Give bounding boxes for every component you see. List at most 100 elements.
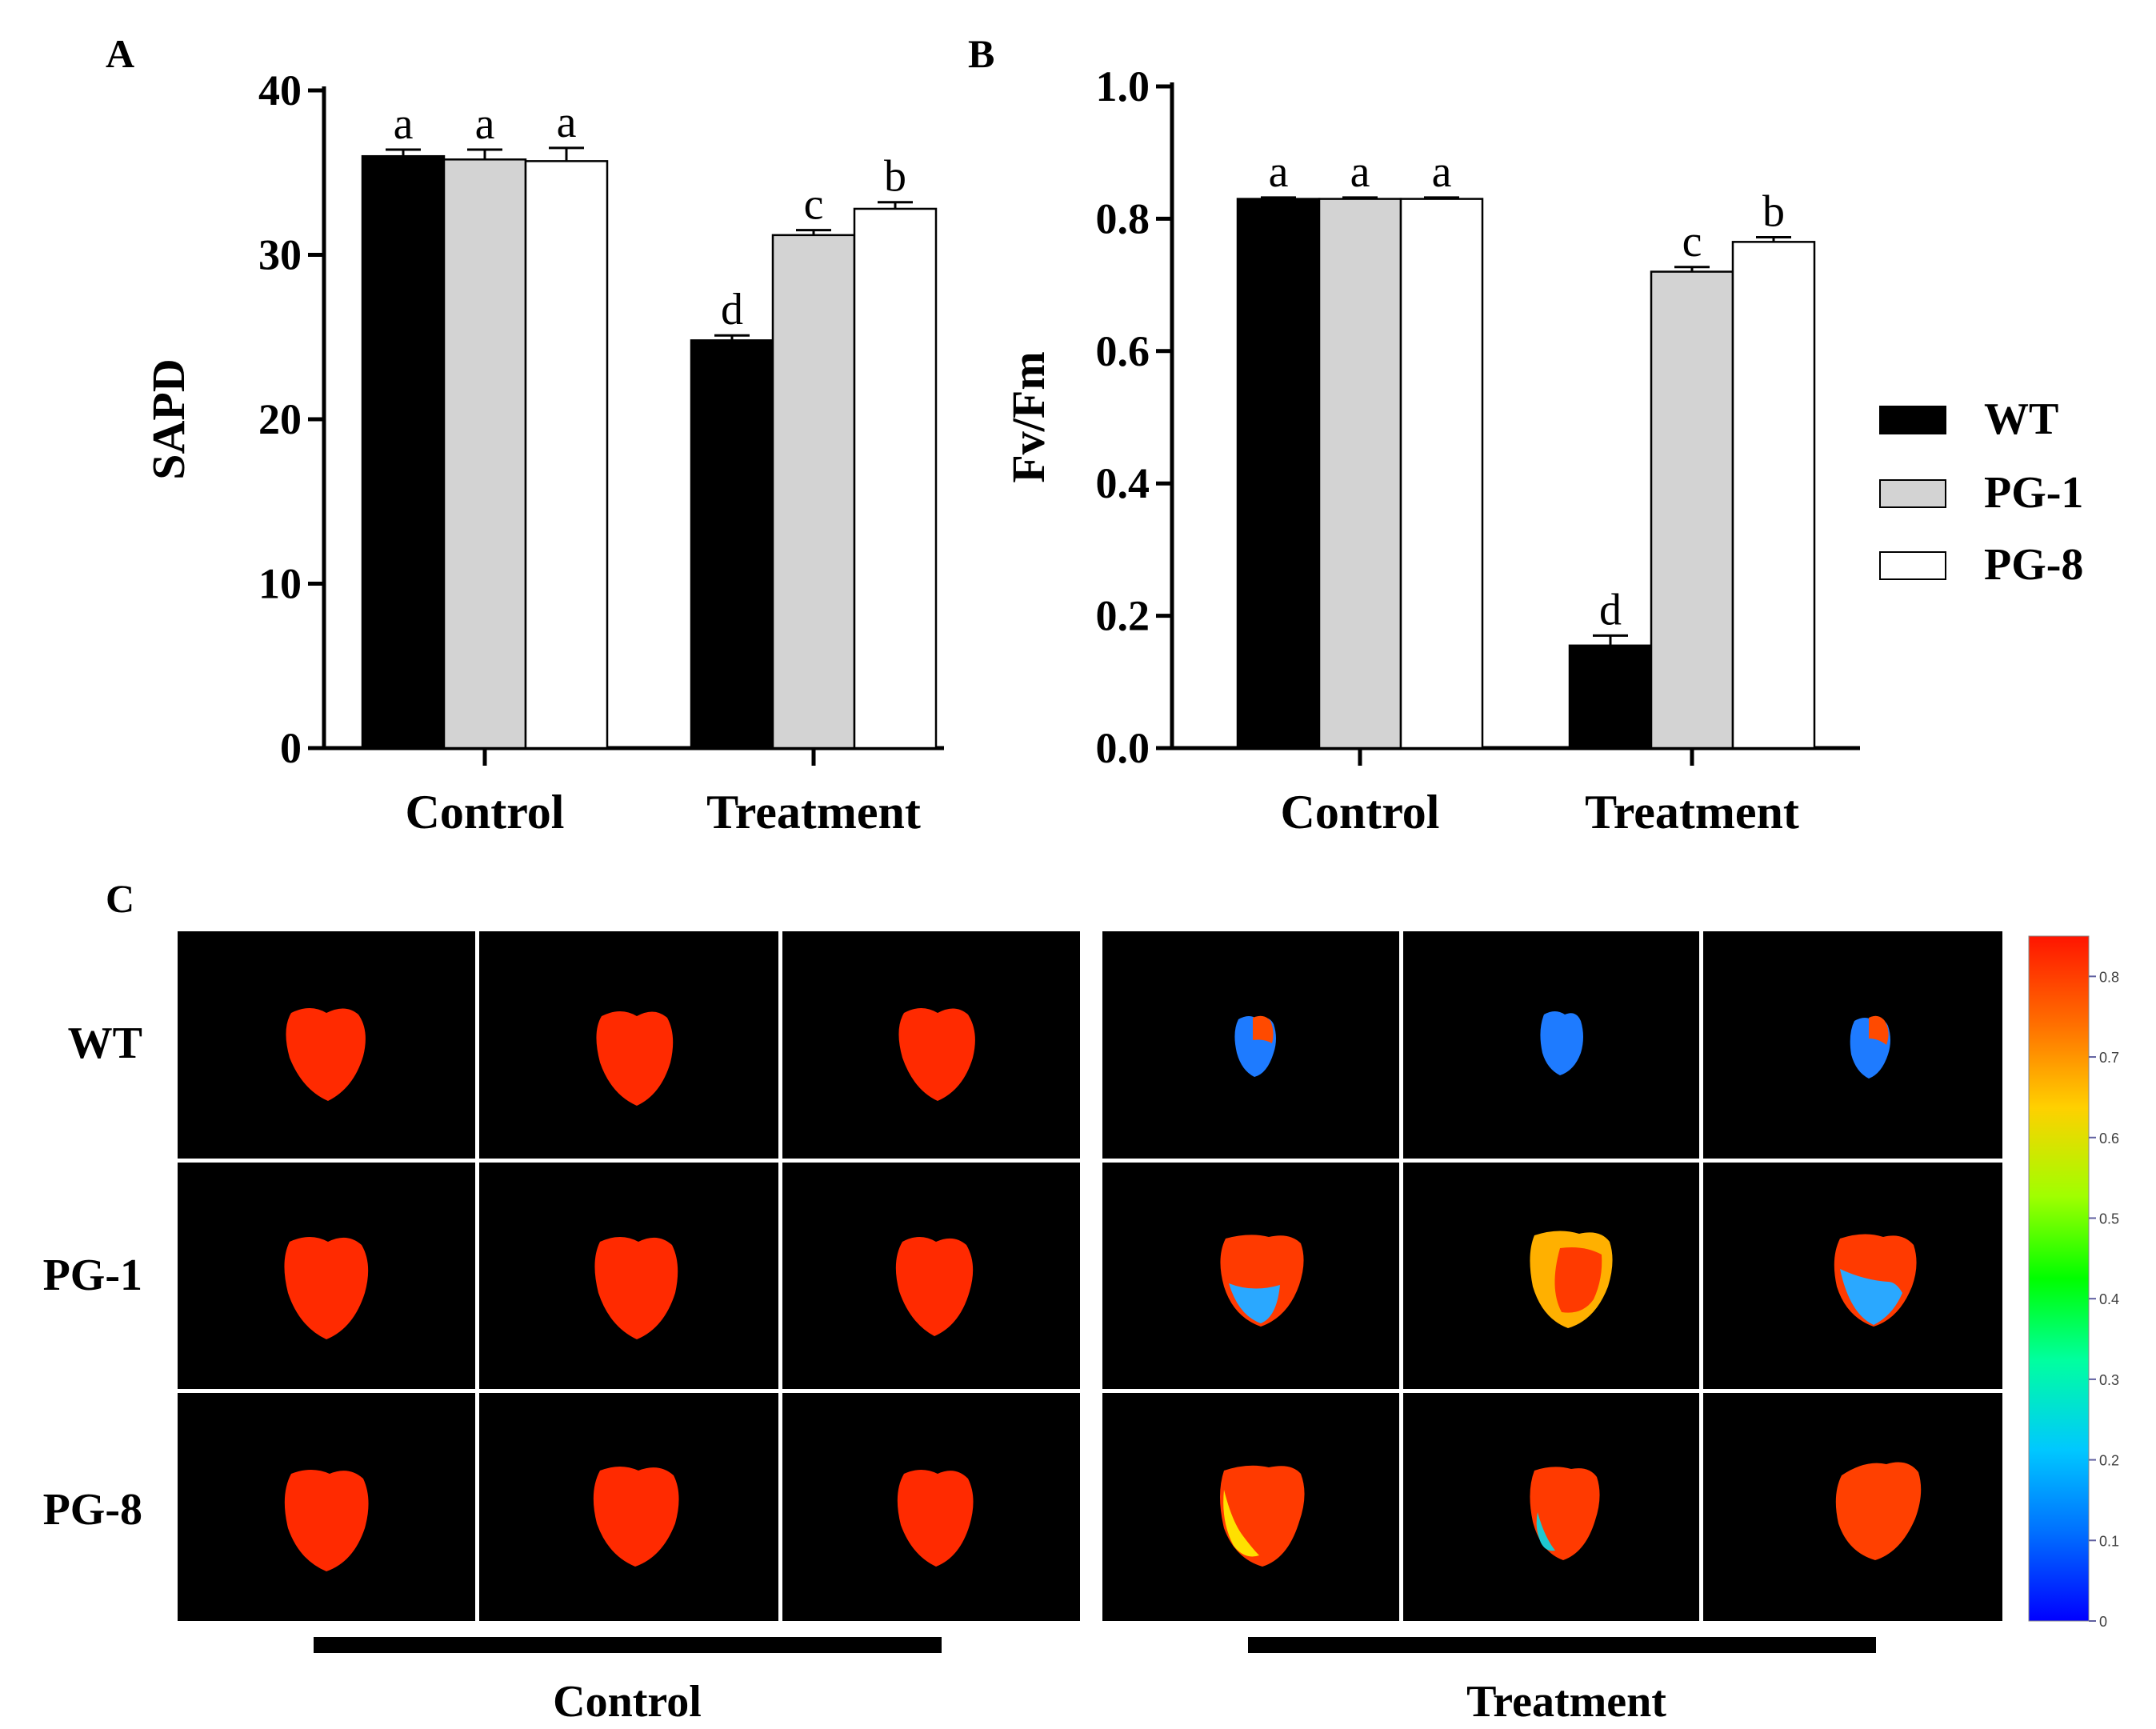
grid-separators (178, 931, 2002, 1621)
b-ylabel: Fv/Fm (1002, 351, 1054, 482)
group-label-treatment: Treatment (1466, 1677, 1666, 1727)
row-label-wt: WT (68, 1019, 142, 1068)
fruit-control-pg1-1 (284, 1237, 369, 1339)
b-bar-wt-control (1236, 198, 1321, 750)
b-xtick-label: Control (1281, 786, 1440, 838)
b-bar-wt-treatment (1568, 644, 1653, 750)
colorbar-tick-label: 0 (2099, 1614, 2107, 1630)
legend-swatch-pg8 (1879, 551, 1946, 580)
chart-b: 0.0 0.2 0.4 0.6 0.8 1.0 Fv/Fm Control a a a Treatme… (1002, 62, 1860, 838)
sep-v3 (1399, 931, 1403, 1621)
legend-label-pg8: PG-8 (1984, 540, 2083, 590)
b-ytick-label: 1.0 (1096, 62, 1150, 110)
a-ytick-label: 40 (258, 66, 302, 114)
sep-v1 (475, 931, 479, 1621)
b-ytick-label: 0.2 (1096, 592, 1150, 640)
colorbar-tick-label: 0.4 (2099, 1291, 2119, 1307)
a-sig-letter: a (394, 99, 414, 149)
b-bar-pg-1-treatment (1650, 270, 1734, 750)
fruit-treat-pg1-2-core (1554, 1247, 1602, 1313)
row-label-pg8: PG-8 (43, 1485, 142, 1535)
fruit-control-pg1-2 (594, 1237, 678, 1339)
a-bar-wt-control (361, 154, 446, 750)
b-bar-pg-8-control (1399, 198, 1484, 750)
a-bar-wt-treatment (690, 339, 774, 750)
a-bar-pg-8-treatment (853, 207, 938, 750)
a-sig-letter: a (557, 98, 577, 147)
control-fruits (284, 1008, 975, 1571)
colorbar-tick-label: 0.5 (2099, 1211, 2119, 1227)
b-bar-pg-1-control (1318, 198, 1402, 750)
a-ytick-label: 0 (280, 724, 302, 772)
b-ytick-label: 0.8 (1096, 194, 1150, 242)
sep-v2 (778, 931, 782, 1621)
legend-swatch-wt (1879, 406, 1946, 434)
legend: WT PG-1 PG-8 (1879, 394, 2083, 590)
fruit-control-pg8-2 (593, 1467, 679, 1567)
fruit-control-wt-3 (898, 1008, 975, 1101)
sep-h2 (178, 1389, 2002, 1393)
panel-label-c: C (106, 876, 134, 921)
b-ytick-label: 0.0 (1096, 724, 1150, 772)
b-ytick-label: 0.4 (1096, 459, 1150, 507)
treatment-fruits (1220, 1011, 1922, 1567)
a-sig-letter: d (721, 285, 743, 334)
fruit-treat-pg1-1-bottom (1229, 1283, 1280, 1323)
a-bar-pg-8-control (524, 160, 609, 750)
fruit-treat-wt-1-top (1253, 1015, 1274, 1043)
colorbar (2028, 935, 2090, 1622)
colorbar-tick-label: 0.1 (2099, 1533, 2119, 1549)
fruit-treat-pg8-2-edge (1536, 1512, 1555, 1551)
fruit-control-wt-1 (286, 1008, 366, 1101)
sep-h1 (178, 1159, 2002, 1163)
b-xtick-label: Treatment (1585, 786, 1799, 838)
fruit-treat-pg8-1-edge (1223, 1490, 1259, 1557)
fruit-control-pg1-3 (895, 1237, 974, 1336)
panel-label-b: B (968, 31, 994, 76)
row-label-pg1: PG-1 (43, 1251, 142, 1300)
panel-label-a: A (106, 31, 134, 76)
fruit-treat-wt-2 (1540, 1011, 1583, 1075)
a-ylabel: SAPD (142, 358, 194, 479)
a-ytick-label: 20 (258, 395, 302, 443)
fruit-treat-wt-3-top (1869, 1015, 1889, 1045)
colorbar-ticks: 0.8 0.7 0.6 0.5 0.4 0.3 0.2 0.1 0 (2089, 969, 2119, 1630)
treatment-group-bar (1248, 1637, 1876, 1653)
fruit-treat-pg8-2 (1530, 1467, 1600, 1560)
b-bar-pg-8-treatment (1731, 241, 1816, 750)
a-sig-letter: c (804, 180, 824, 230)
fruit-treat-pg1-3-bottom (1840, 1269, 1902, 1325)
b-sig-letter: d (1599, 585, 1622, 634)
a-xtick-label: Control (406, 786, 565, 838)
fruit-control-pg8-1 (284, 1470, 369, 1571)
image-grid: WT PG-1 PG-8 (43, 931, 2119, 1727)
a-bar-pg-1-treatment (771, 234, 856, 750)
colorbar-tick-label: 0.6 (2099, 1131, 2119, 1147)
chart-a: 0 10 20 30 40 SAPD Control a a a Treatment d c b (142, 66, 944, 838)
a-xtick-label: Treatment (706, 786, 921, 838)
a-sig-letter: a (475, 99, 495, 149)
b-sig-letter: c (1682, 217, 1702, 266)
b-sig-letter: a (1350, 147, 1370, 197)
colorbar-tick-label: 0.7 (2099, 1050, 2119, 1066)
b-sig-letter: a (1269, 147, 1289, 197)
fruit-control-pg8-3 (897, 1470, 974, 1567)
group-label-control: Control (553, 1677, 702, 1727)
a-ytick-label: 10 (258, 560, 302, 608)
b-ytick-label: 0.6 (1096, 327, 1150, 375)
b-sig-letter: b (1762, 187, 1785, 237)
sep-v4 (1699, 931, 1703, 1621)
control-group-bar (314, 1637, 942, 1653)
colorbar-tick-label: 0.8 (2099, 969, 2119, 985)
fruit-control-wt-2 (596, 1011, 674, 1106)
colorbar-tick-label: 0.2 (2099, 1453, 2119, 1469)
a-ytick-label: 30 (258, 231, 302, 279)
fruit-treat-pg8-3 (1835, 1462, 1922, 1560)
colorbar-tick-label: 0.3 (2099, 1372, 2119, 1388)
a-sig-letter: b (884, 152, 906, 202)
a-bar-pg-1-control (442, 158, 527, 750)
b-sig-letter: a (1432, 147, 1452, 197)
legend-swatch-pg1 (1879, 479, 1946, 508)
legend-label-pg1: PG-1 (1984, 468, 2083, 518)
